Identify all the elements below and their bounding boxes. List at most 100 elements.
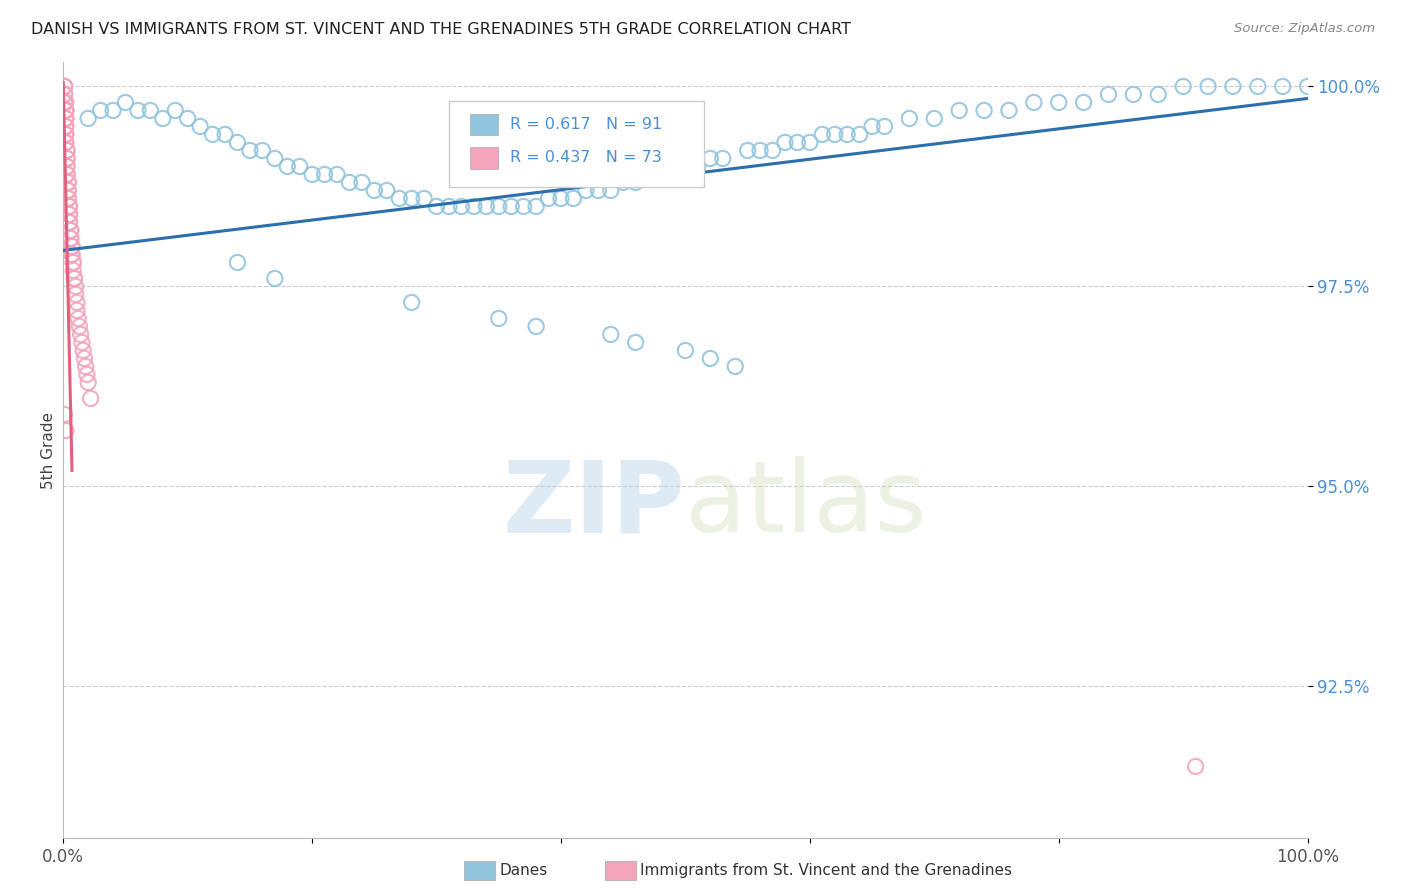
Point — [114, 95, 136, 110]
Point — [375, 184, 398, 198]
Point — [90, 103, 112, 118]
Point — [77, 376, 100, 390]
Point — [63, 271, 86, 285]
Point — [53, 95, 76, 110]
Point — [59, 223, 82, 237]
Text: Source: ZipAtlas.com: Source: ZipAtlas.com — [1234, 22, 1375, 36]
Point — [1073, 95, 1095, 110]
Point — [53, 87, 76, 102]
Point — [59, 231, 82, 245]
Point — [58, 176, 80, 190]
Point — [1022, 95, 1045, 110]
Point — [675, 160, 697, 174]
Text: Immigrants from St. Vincent and the Grenadines: Immigrants from St. Vincent and the Gren… — [640, 863, 1012, 878]
Point — [413, 191, 436, 205]
Point — [69, 319, 91, 334]
Point — [60, 239, 83, 253]
Point — [786, 136, 808, 150]
Point — [56, 152, 79, 166]
Point — [58, 199, 80, 213]
Point — [363, 184, 385, 198]
Point — [837, 128, 859, 142]
Point — [67, 311, 90, 326]
Point — [998, 103, 1021, 118]
Point — [55, 95, 77, 110]
Point — [401, 191, 423, 205]
Point — [127, 103, 149, 118]
Point — [562, 191, 585, 205]
Point — [599, 327, 621, 342]
Point — [55, 136, 77, 150]
Point — [56, 160, 79, 174]
Point — [637, 168, 659, 182]
Point — [426, 199, 449, 213]
Point — [675, 343, 697, 358]
Point — [55, 112, 77, 126]
Point — [437, 199, 460, 213]
Point — [65, 279, 87, 293]
Point — [55, 112, 77, 126]
Point — [188, 120, 211, 134]
Point — [1184, 759, 1206, 773]
Point — [1197, 79, 1219, 94]
Point — [55, 128, 77, 142]
Point — [301, 168, 323, 182]
Point — [1047, 95, 1070, 110]
Point — [62, 255, 84, 269]
Point — [1222, 79, 1244, 94]
Point — [65, 287, 87, 301]
Point — [69, 327, 91, 342]
Point — [101, 103, 124, 118]
Point — [350, 176, 373, 190]
Point — [686, 160, 709, 174]
Point — [948, 103, 970, 118]
Point — [973, 103, 995, 118]
Point — [60, 239, 83, 253]
Point — [58, 191, 80, 205]
Point — [53, 408, 76, 422]
Point — [53, 79, 76, 94]
Point — [226, 255, 249, 269]
Point — [288, 160, 311, 174]
Point — [1247, 79, 1270, 94]
Point — [450, 199, 472, 213]
Point — [60, 247, 83, 261]
Point — [53, 79, 76, 94]
Point — [66, 303, 89, 318]
Point — [58, 207, 80, 221]
Point — [624, 176, 647, 190]
Point — [860, 120, 883, 134]
Point — [799, 136, 821, 150]
Point — [60, 247, 83, 261]
Point — [873, 120, 896, 134]
Text: atlas: atlas — [686, 457, 927, 553]
Point — [58, 215, 80, 229]
Point — [201, 128, 224, 142]
Point — [699, 152, 721, 166]
Point — [226, 136, 249, 150]
Point — [53, 79, 76, 94]
Point — [1097, 87, 1119, 102]
Point — [326, 168, 349, 182]
Point — [898, 112, 921, 126]
Point — [70, 335, 93, 350]
Point — [463, 199, 485, 213]
Point — [53, 95, 76, 110]
Point — [58, 191, 80, 205]
Point — [575, 184, 598, 198]
Point — [165, 103, 187, 118]
Point — [512, 199, 534, 213]
Point — [624, 335, 647, 350]
Point — [848, 128, 870, 142]
Y-axis label: 5th Grade: 5th Grade — [41, 412, 56, 489]
Point — [56, 144, 79, 158]
Point — [612, 176, 634, 190]
Point — [1296, 79, 1319, 94]
Point — [488, 199, 510, 213]
Point — [276, 160, 298, 174]
Point — [699, 351, 721, 366]
Point — [773, 136, 796, 150]
Point — [824, 128, 846, 142]
Point — [58, 215, 80, 229]
Point — [59, 231, 82, 245]
